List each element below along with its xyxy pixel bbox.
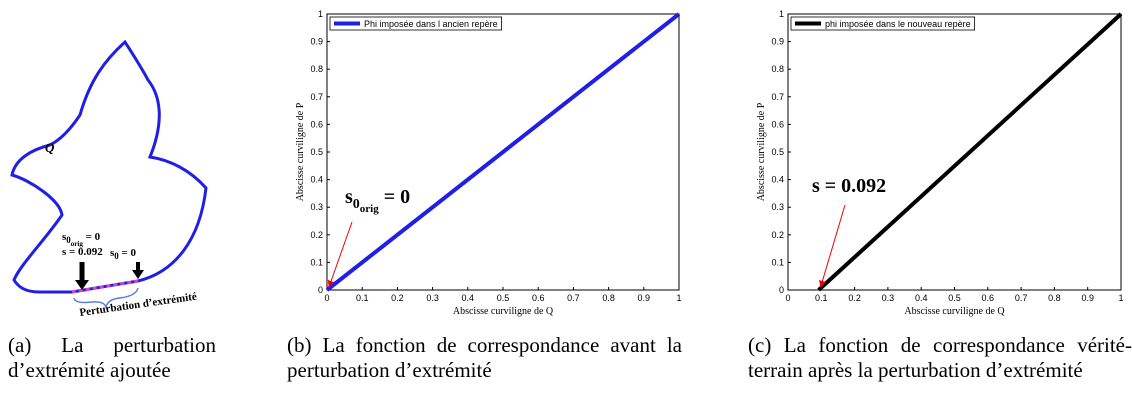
plot-area (787, 13, 1122, 291)
text: s (110, 247, 115, 259)
text: 0 (114, 251, 119, 261)
x-tick-label: 0 (785, 293, 790, 303)
chart: 0 0.1 0.2 0.3 0.4 0.5 0.6 0.7 0.8 0.9 1 0 0.1 0.2 0.3 0… (295, 9, 682, 317)
text: s = 0.092 (812, 175, 886, 197)
x-tick-label: 0.8 (602, 293, 615, 303)
text: 0 (66, 235, 71, 245)
y-tick-label: 1 (318, 9, 323, 19)
x-tick-label: 0.2 (848, 293, 861, 303)
y-tick-label: 0.7 (310, 92, 323, 102)
annotation: s0 = 0 (110, 247, 137, 261)
x-tick-label: 0.9 (1081, 293, 1094, 303)
y-tick-label: 0.2 (310, 230, 323, 240)
y-tick-label: 0.4 (310, 175, 323, 185)
x-tick-label: 0.7 (1015, 293, 1028, 303)
x-tick-label: 0.7 (567, 293, 580, 303)
y-tick-label: 1 (779, 9, 784, 19)
caption: (b) La fonction de correspondance avant … (287, 333, 682, 382)
x-tick-label: 0.1 (815, 293, 828, 303)
x-tick-label: 0.2 (391, 293, 404, 303)
perturbation-label: Perturbation d’extrémité (79, 291, 198, 319)
annotation: s0orig = 0 (62, 231, 101, 248)
y-tick-label: 0.1 (771, 257, 784, 267)
annotation: s0orig = 0 (345, 186, 410, 215)
y-tick-label: 0.8 (771, 64, 784, 74)
text: orig (360, 203, 379, 215)
x-tick-label: 0.4 (915, 293, 928, 303)
annotation-arrow (819, 204, 846, 288)
x-tick-label: 0 (324, 293, 329, 303)
y-tick-label: 0.9 (310, 37, 323, 47)
x-tick-label: 0.5 (948, 293, 961, 303)
y-tick-label: 0.5 (310, 147, 323, 157)
x-tick-label: 0.9 (638, 293, 651, 303)
x-tick-label: 0.6 (982, 293, 995, 303)
y-tick-label: 0.4 (771, 175, 784, 185)
legend-box (329, 16, 502, 31)
x-tick-label: 0.4 (462, 293, 475, 303)
y-tick-label: 0.9 (771, 37, 784, 47)
y-tick-label: 0.3 (310, 202, 323, 212)
y-tick-label: 0.3 (771, 202, 784, 212)
panel-a: Q s0orig = 0 s = 0.092 s0 = 0 Perturbati… (10, 39, 208, 319)
y-tick-label: 0 (779, 285, 784, 295)
annotation: s = 0.092 (812, 175, 886, 197)
y-tick-label: 0.2 (771, 230, 784, 240)
annotation-arrow (327, 221, 353, 288)
legend-box (790, 16, 976, 31)
text: s (345, 186, 353, 208)
data-line (325, 12, 681, 292)
text: = 0 (83, 231, 101, 243)
x-tick-label: 0.1 (356, 293, 369, 303)
chart: 0 0.1 0.2 0.3 0.4 0.5 0.6 0.7 0.8 0.9 1 0 0.1 0.2 0.3 0… (756, 9, 1124, 317)
y-tick-label: 0.8 (310, 64, 323, 74)
y-tick-label: 0.1 (310, 257, 323, 267)
text: orig (71, 240, 84, 248)
text: = 0 (379, 186, 410, 208)
annotation: s = 0.092 (62, 246, 103, 258)
text: 0 (353, 197, 360, 212)
y-axis-label: Abscisse curviligne de P (756, 102, 767, 201)
y-axis-label: Abscisse curviligne de P (295, 102, 306, 201)
x-tick-label: 1 (676, 293, 681, 303)
arrow-head (132, 270, 144, 279)
x-tick-label: 0.5 (497, 293, 510, 303)
x-tick-label: 0.8 (1048, 293, 1061, 303)
caption: (a) La perturbation d’extrémité ajoutée (8, 333, 216, 382)
legend-label: Phi imposée dans l ancien repère (364, 19, 498, 29)
x-tick-label: 0.3 (426, 293, 439, 303)
y-tick-label: 0.7 (771, 92, 784, 102)
data-line (817, 12, 1123, 292)
curve-label: Q (45, 140, 55, 155)
x-tick-label: 1 (1118, 293, 1123, 303)
y-tick-label: 0.6 (310, 119, 323, 129)
x-tick-label: 0.6 (532, 293, 545, 303)
x-axis-label: Abscisse curviligne de Q (904, 306, 1005, 317)
brace (73, 287, 139, 310)
x-tick-label: 0.3 (882, 293, 895, 303)
caption: (c) La fonction de correspondance vérité… (748, 333, 1132, 382)
legend-label: phi imposée dans le nouveau repère (825, 19, 971, 29)
text: s (62, 231, 67, 243)
text: = 0 (119, 247, 137, 259)
y-tick-label: 0.6 (771, 119, 784, 129)
x-axis-label: Abscisse curviligne de Q (453, 306, 554, 317)
y-tick-label: 0.5 (771, 147, 784, 157)
arrow-head (75, 280, 89, 290)
curve (10, 39, 208, 294)
y-tick-label: 0 (318, 285, 323, 295)
